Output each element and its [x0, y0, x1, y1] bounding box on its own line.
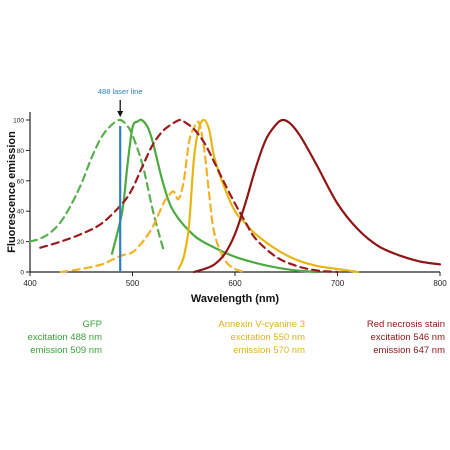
x-tick-label: 400	[23, 279, 37, 288]
spectra-chart: 0 20 40 60 80 100 400 500 600 700 800 488 laser l…	[6, 87, 447, 305]
x-tick-label: 700	[331, 279, 345, 288]
x-ticks: 400 500 600 700 800	[23, 272, 447, 288]
legend-annexin-emission: emission 570 nm	[233, 345, 305, 356]
legend-annexin-name: Annexin V-cyanine 3	[218, 319, 305, 330]
x-axis-label: Wavelength (nm)	[191, 293, 280, 305]
series-layer	[28, 118, 442, 274]
legend-red-necrosis-emission: emission 647 nm	[373, 345, 445, 356]
series-line-annexin-v-cyanine-3-excitation	[59, 120, 247, 274]
y-tick-label: 80	[17, 148, 25, 155]
x-tick-label: 500	[126, 279, 140, 288]
legend-gfp-name: GFP	[82, 319, 102, 330]
legend-gfp-excitation: excitation 488 nm	[27, 332, 102, 343]
legend-gfp-emission: emission 509 nm	[30, 345, 102, 356]
y-tick-label: 40	[17, 209, 25, 216]
x-tick-label: 600	[228, 279, 242, 288]
y-tick-label: 20	[17, 239, 25, 246]
y-tick-label: 100	[13, 118, 24, 125]
y-tick-label: 0	[20, 270, 24, 277]
y-axis-label: Fluorescence emission	[6, 131, 18, 253]
legend-red-necrosis-excitation: excitation 546 nm	[370, 332, 445, 343]
x-tick-label: 800	[433, 279, 447, 288]
legend-red-necrosis: Red necrosis stain excitation 546 nm emi…	[352, 318, 445, 357]
series-line-annexin-v-cyanine-3-emission	[177, 118, 360, 274]
laser-line-label: 488 laser line	[98, 87, 143, 96]
y-ticks: 0 20 40 60 80 100	[13, 118, 30, 277]
legend-gfp: GFP excitation 488 nm emission 509 nm	[20, 318, 102, 357]
laser-arrow-icon	[117, 100, 124, 117]
series-line-gfp-emission	[110, 118, 319, 274]
legend-annexin-excitation: excitation 550 nm	[230, 332, 305, 343]
legend-red-necrosis-name: Red necrosis stain	[366, 319, 445, 330]
legend-annexin: Annexin V-cyanine 3 excitation 550 nm em…	[188, 318, 305, 357]
series-line-red-necrosis-stain-excitation	[39, 118, 339, 274]
series-line-red-necrosis-stain-emission	[192, 118, 442, 274]
y-tick-label: 60	[17, 178, 25, 185]
series-line-gfp-excitation	[28, 118, 165, 251]
